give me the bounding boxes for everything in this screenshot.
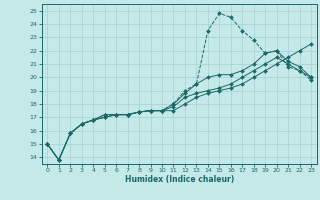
X-axis label: Humidex (Indice chaleur): Humidex (Indice chaleur) bbox=[124, 175, 234, 184]
